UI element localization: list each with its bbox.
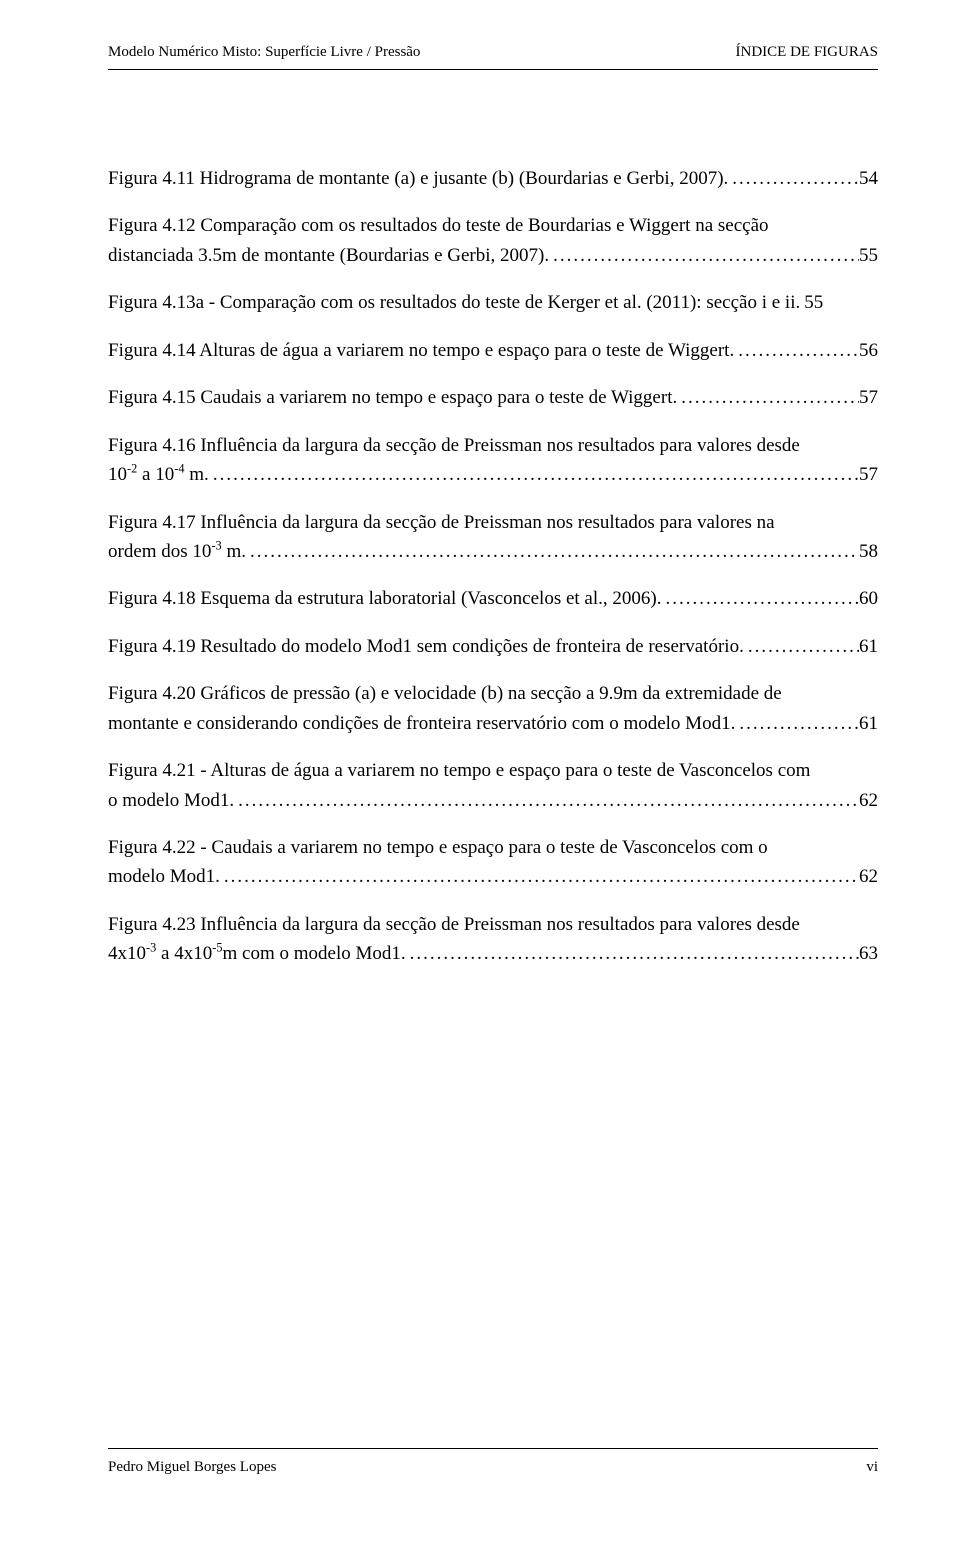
toc-page: 57	[859, 383, 878, 412]
toc-page: 60	[859, 584, 878, 613]
toc-page: 61	[859, 709, 878, 738]
leader-dots	[734, 336, 859, 365]
toc-entry: Figura 4.22 - Caudais a variarem no temp…	[108, 833, 878, 892]
toc-text: Figura 4.13a - Comparação com os resulta…	[108, 288, 800, 317]
toc-text: Figura 4.18 Esquema da estrutura laborat…	[108, 584, 661, 613]
toc-text: montante e considerando condições de fro…	[108, 709, 735, 738]
toc-page: 63	[859, 939, 878, 968]
toc-entry: Figura 4.23 Influência da largura da sec…	[108, 910, 878, 969]
toc-text: 4x10-3 a 4x10-5m com o modelo Mod1.	[108, 939, 406, 968]
header-left: Modelo Numérico Misto: Superfície Livre …	[108, 44, 420, 61]
toc-page: 55	[859, 241, 878, 270]
toc-text: Figura 4.19 Resultado do modelo Mod1 sem…	[108, 632, 744, 661]
header-rule	[108, 69, 878, 70]
leader-dots	[246, 537, 859, 566]
page: Modelo Numérico Misto: Superfície Livre …	[0, 0, 960, 1556]
toc-text: Figura 4.12 Comparação com os resultados…	[108, 211, 878, 240]
toc-page: 56	[859, 336, 878, 365]
toc-text: Figura 4.20 Gráficos de pressão (a) e ve…	[108, 679, 878, 708]
toc-text: distanciada 3.5m de montante (Bourdarias…	[108, 241, 549, 270]
toc-text: 10-2 a 10-4 m.	[108, 460, 209, 489]
leader-dots	[209, 460, 859, 489]
toc-entry: Figura 4.21 - Alturas de água a variarem…	[108, 756, 878, 815]
toc-entry: Figura 4.19 Resultado do modelo Mod1 sem…	[108, 632, 878, 661]
header-right: ÍNDICE DE FIGURAS	[736, 44, 879, 61]
toc-text: Figura 4.22 - Caudais a variarem no temp…	[108, 833, 878, 862]
leader-dots	[735, 709, 859, 738]
leader-dots	[220, 862, 859, 891]
toc-entry: Figura 4.15 Caudais a variarem no tempo …	[108, 383, 878, 412]
toc-entry: Figura 4.12 Comparação com os resultados…	[108, 211, 878, 270]
toc-page: 55	[800, 288, 823, 317]
toc-page: 61	[859, 632, 878, 661]
toc-entry: Figura 4.14 Alturas de água a variarem n…	[108, 336, 878, 365]
page-footer: Pedro Miguel Borges Lopes vi	[108, 1448, 878, 1476]
toc-page: 54	[859, 164, 878, 193]
leader-dots	[234, 786, 859, 815]
toc-text: Figura 4.21 - Alturas de água a variarem…	[108, 756, 878, 785]
toc-text: Figura 4.15 Caudais a variarem no tempo …	[108, 383, 677, 412]
toc-text: Figura 4.23 Influência da largura da sec…	[108, 910, 878, 939]
leader-dots	[728, 164, 859, 193]
toc-text: Figura 4.11 Hidrograma de montante (a) e…	[108, 164, 728, 193]
toc-page: 62	[859, 862, 878, 891]
toc-page: 58	[859, 537, 878, 566]
leader-dots	[744, 632, 859, 661]
toc-text: modelo Mod1.	[108, 862, 220, 891]
footer-page-number: vi	[866, 1459, 878, 1476]
page-header: Modelo Numérico Misto: Superfície Livre …	[108, 44, 878, 67]
toc-page: 57	[859, 460, 878, 489]
toc-text: Figura 4.17 Influência da largura da sec…	[108, 508, 878, 537]
toc-entry: Figura 4.17 Influência da largura da sec…	[108, 508, 878, 567]
toc-text: ordem dos 10-3 m.	[108, 537, 246, 566]
footer-author: Pedro Miguel Borges Lopes	[108, 1459, 276, 1476]
figure-index-content: Figura 4.11 Hidrograma de montante (a) e…	[108, 164, 878, 969]
leader-dots	[661, 584, 859, 613]
leader-dots	[549, 241, 859, 270]
toc-entry: Figura 4.13a - Comparação com os resulta…	[108, 288, 878, 317]
toc-entry: Figura 4.11 Hidrograma de montante (a) e…	[108, 164, 878, 193]
leader-dots	[406, 939, 859, 968]
leader-dots	[677, 383, 859, 412]
toc-text: o modelo Mod1.	[108, 786, 234, 815]
toc-text: Figura 4.14 Alturas de água a variarem n…	[108, 336, 734, 365]
toc-text: Figura 4.16 Influência da largura da sec…	[108, 431, 878, 460]
toc-page: 62	[859, 786, 878, 815]
toc-entry: Figura 4.16 Influência da largura da sec…	[108, 431, 878, 490]
toc-entry: Figura 4.18 Esquema da estrutura laborat…	[108, 584, 878, 613]
toc-entry: Figura 4.20 Gráficos de pressão (a) e ve…	[108, 679, 878, 738]
